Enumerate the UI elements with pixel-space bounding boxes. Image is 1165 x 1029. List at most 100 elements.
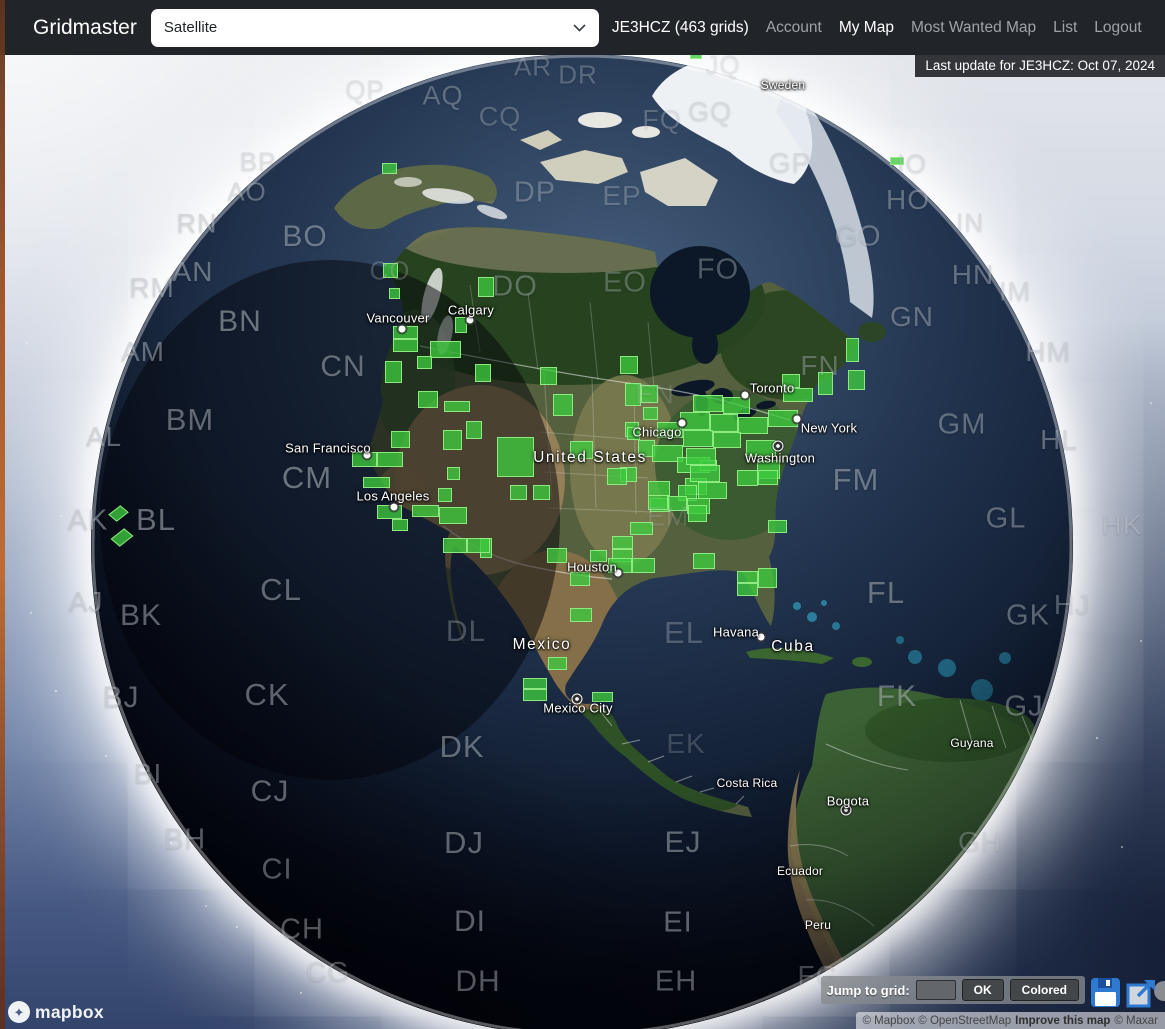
grid-square[interactable] <box>688 505 707 522</box>
grid-square[interactable] <box>377 452 403 467</box>
grid-square[interactable] <box>382 163 397 174</box>
grid-square[interactable] <box>570 572 590 586</box>
grid-square[interactable] <box>698 482 727 499</box>
grid-square[interactable] <box>648 495 668 510</box>
grid-square[interactable] <box>438 488 452 502</box>
grid-square[interactable] <box>783 388 813 402</box>
ok-button[interactable]: OK <box>961 979 1004 1001</box>
grid-square[interactable] <box>693 553 715 569</box>
grid-square[interactable] <box>553 394 573 416</box>
grid-square[interactable] <box>590 550 607 562</box>
edge-widget-circle[interactable] <box>1154 981 1165 1001</box>
grid-square[interactable] <box>393 339 418 352</box>
nav-link-account[interactable]: Account <box>765 18 822 36</box>
grid-square[interactable] <box>444 401 470 412</box>
grid-square[interactable] <box>737 583 758 596</box>
nav-link-logout[interactable]: Logout <box>1094 18 1142 36</box>
grid-square[interactable] <box>632 558 655 573</box>
grid-field-label: BO <box>282 220 328 253</box>
grid-square[interactable] <box>533 485 550 500</box>
grid-square[interactable] <box>570 441 593 459</box>
grid-square[interactable] <box>417 356 432 369</box>
attribution-maxar[interactable]: © Maxar <box>1114 1014 1158 1027</box>
grid-square[interactable] <box>657 422 683 438</box>
grid-square[interactable] <box>710 414 738 432</box>
grid-square[interactable] <box>418 391 438 408</box>
grid-square[interactable] <box>412 505 439 517</box>
grid-square[interactable] <box>455 317 467 333</box>
grid-square[interactable] <box>570 608 592 622</box>
grid-square[interactable] <box>782 374 800 388</box>
grid-square[interactable] <box>547 548 567 563</box>
grid-square[interactable] <box>592 692 613 702</box>
nav-link-list[interactable]: List <box>1053 18 1078 36</box>
grid-square[interactable] <box>439 507 467 524</box>
export-map-button[interactable] <box>1126 977 1157 1008</box>
grid-square[interactable] <box>497 437 534 477</box>
grid-square[interactable] <box>737 571 758 583</box>
grid-square[interactable] <box>738 417 768 434</box>
grid-square[interactable] <box>668 496 687 511</box>
grid-square[interactable] <box>846 338 859 362</box>
grid-field-label: GK <box>1006 599 1050 632</box>
grid-square[interactable] <box>713 432 741 448</box>
grid-square[interactable] <box>612 536 633 549</box>
grid-square[interactable] <box>430 341 461 358</box>
city-label: Peru <box>804 918 832 932</box>
grid-square[interactable] <box>625 383 641 406</box>
grid-square[interactable] <box>523 689 547 701</box>
grid-square[interactable] <box>758 568 777 588</box>
grid-square[interactable] <box>758 470 778 485</box>
grid-square[interactable] <box>443 430 462 450</box>
jump-to-grid-input[interactable] <box>915 980 956 1000</box>
colored-button[interactable]: Colored <box>1009 979 1079 1001</box>
attribution-osm[interactable]: © Mapbox © OpenStreetMap <box>862 1014 1012 1027</box>
grid-square[interactable] <box>693 395 723 412</box>
grid-square[interactable] <box>690 465 720 482</box>
grid-square[interactable] <box>523 678 547 689</box>
grid-square[interactable] <box>620 356 638 374</box>
grid-square[interactable] <box>848 370 865 390</box>
grid-square[interactable] <box>627 427 640 440</box>
grid-square[interactable] <box>447 467 460 480</box>
grid-square[interactable] <box>607 468 627 485</box>
grid-square[interactable] <box>385 361 402 383</box>
grid-square[interactable] <box>686 448 716 465</box>
grid-square[interactable] <box>383 263 398 278</box>
attribution-improve-link[interactable]: Improve this map <box>1015 1014 1111 1027</box>
grid-square[interactable] <box>737 470 758 486</box>
grid-field-label: DL <box>445 615 487 648</box>
mapbox-logo[interactable]: ✦ mapbox <box>8 1001 104 1023</box>
mapbox-logo-icon: ✦ <box>8 1001 30 1023</box>
grid-field-label: HN <box>951 259 995 290</box>
grid-field-label: FO <box>696 253 740 286</box>
grid-square[interactable] <box>652 445 683 462</box>
map-style-select[interactable]: Satellite <box>150 8 599 47</box>
grid-square[interactable] <box>890 157 904 165</box>
grid-square[interactable] <box>466 421 482 439</box>
grid-square[interactable] <box>723 397 750 414</box>
grid-square[interactable] <box>443 538 467 553</box>
grid-square[interactable] <box>467 538 490 553</box>
grid-square[interactable] <box>818 372 833 395</box>
grid-square[interactable] <box>540 367 557 385</box>
grid-square[interactable] <box>768 520 787 533</box>
grid-square[interactable] <box>478 277 494 297</box>
grid-square[interactable] <box>548 657 567 670</box>
grid-square[interactable] <box>475 364 491 382</box>
save-map-button[interactable] <box>1090 977 1121 1008</box>
grid-square[interactable] <box>510 485 527 500</box>
nav-link-my-map[interactable]: My Map <box>838 18 894 36</box>
city-dot <box>466 316 474 324</box>
nav-link-most-wanted-map[interactable]: Most Wanted Map <box>910 18 1037 36</box>
grid-square[interactable] <box>683 430 713 447</box>
grid-square[interactable] <box>643 407 658 420</box>
grid-square[interactable] <box>391 431 410 448</box>
grid-square[interactable] <box>363 477 390 488</box>
grid-square[interactable] <box>630 522 653 535</box>
grid-square[interactable] <box>641 385 658 403</box>
grid-square[interactable] <box>392 519 408 531</box>
grid-square[interactable] <box>389 288 400 299</box>
